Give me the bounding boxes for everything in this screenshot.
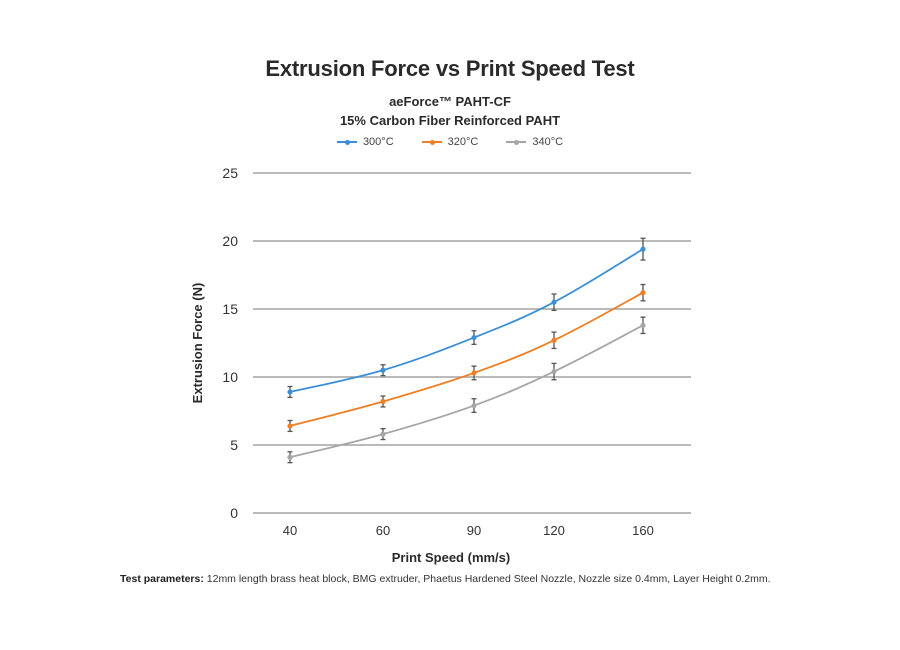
y-axis-ticks: 0 5 10 15 20 25 <box>222 165 238 521</box>
x-tick-label: 60 <box>376 523 390 538</box>
data-point <box>551 299 557 305</box>
data-point <box>380 431 386 437</box>
y-tick-label: 0 <box>230 505 238 521</box>
data-point <box>380 367 386 373</box>
legend-item-300c: 300°C <box>336 136 394 148</box>
chart-title: Extrusion Force vs Print Speed Test <box>265 56 635 81</box>
gridlines <box>253 172 691 514</box>
y-tick-label: 15 <box>222 301 238 317</box>
data-point <box>380 398 386 405</box>
data-point <box>287 423 293 429</box>
data-point <box>640 322 646 328</box>
footer-label: Test parameters: <box>120 573 204 585</box>
y-tick-label: 25 <box>222 165 238 181</box>
legend-swatch-320c <box>421 139 442 145</box>
y-tick-label: 20 <box>222 233 238 249</box>
data-point <box>471 334 477 341</box>
y-axis-label: Extrusion Force (N) <box>190 283 205 404</box>
data-point <box>551 368 557 375</box>
data-point <box>640 290 646 296</box>
legend-label: 340°C <box>532 136 564 148</box>
series-line <box>289 248 644 393</box>
series-320c <box>287 283 646 433</box>
series-line <box>289 291 644 427</box>
series-line <box>289 324 644 459</box>
x-axis-label: Print Speed (mm/s) <box>392 550 510 565</box>
legend-label: 320°C <box>447 136 479 148</box>
series-300c <box>287 237 646 399</box>
legend: 300°C 320°C 340°C <box>0 136 900 148</box>
legend-swatch-300c <box>336 139 357 145</box>
legend-item-320c: 320°C <box>421 136 479 148</box>
x-tick-label: 120 <box>543 523 565 538</box>
x-tick-label: 90 <box>467 523 481 538</box>
series-group <box>287 237 646 464</box>
data-point <box>287 454 293 460</box>
data-point <box>471 402 477 409</box>
legend-label: 300°C <box>362 136 394 148</box>
footer-text: 12mm length brass heat block, BMG extrud… <box>203 573 771 585</box>
data-point <box>551 337 557 343</box>
legend-swatch-340c <box>506 139 527 145</box>
data-point <box>287 389 293 395</box>
test-parameters-footer: Test parameters: 12mm length brass heat … <box>120 573 771 585</box>
legend-item-340c: 340°C <box>506 136 563 148</box>
data-point <box>471 370 477 376</box>
x-tick-label: 40 <box>283 523 297 538</box>
data-point <box>640 246 646 252</box>
chart-subtitle-material: 15% Carbon Fiber Reinforced PAHT <box>339 113 561 128</box>
x-axis-ticks: 40 60 90 120 160 <box>283 523 654 538</box>
chart-subtitle-product: aeForce™ PAHT-CF <box>389 94 511 109</box>
series-340c <box>287 316 646 464</box>
y-tick-label: 10 <box>222 369 238 385</box>
x-tick-label: 160 <box>632 523 654 538</box>
y-tick-label: 5 <box>230 437 238 453</box>
